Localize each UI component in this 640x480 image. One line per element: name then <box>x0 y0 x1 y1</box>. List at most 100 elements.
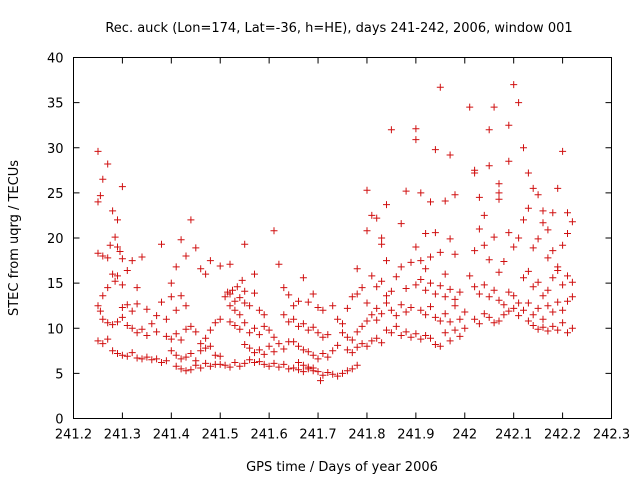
data-point <box>255 358 263 366</box>
data-point <box>505 229 513 237</box>
data-point <box>407 304 415 311</box>
data-point <box>397 332 405 339</box>
data-point <box>158 298 165 306</box>
data-point <box>246 302 254 310</box>
data-point <box>549 209 557 217</box>
data-point <box>549 274 557 282</box>
data-point <box>427 198 434 206</box>
data-point <box>133 354 141 362</box>
data-point <box>104 319 112 327</box>
data-point <box>206 342 214 350</box>
data-point <box>554 184 562 192</box>
data-point <box>94 198 102 206</box>
data-point <box>241 319 249 327</box>
data-point <box>317 377 324 385</box>
plot-frame <box>73 57 612 419</box>
data-point <box>534 191 542 199</box>
data-point <box>241 359 249 367</box>
data-point <box>226 318 234 326</box>
data-point <box>202 359 210 367</box>
data-point <box>529 322 537 329</box>
data-point <box>231 297 239 305</box>
x-tick-label: 241.5 <box>202 428 239 443</box>
data-point <box>427 303 434 311</box>
data-point <box>446 318 454 326</box>
data-point <box>485 293 493 301</box>
data-point <box>466 272 474 280</box>
data-point <box>392 273 400 281</box>
data-point <box>363 299 371 307</box>
x-tick-label: 241.9 <box>397 428 434 443</box>
data-point <box>241 287 249 295</box>
data-point <box>466 103 474 111</box>
data-point <box>515 99 523 107</box>
data-point <box>211 351 219 359</box>
data-point <box>167 279 175 287</box>
data-point <box>172 263 180 271</box>
data-point <box>265 342 273 350</box>
data-point <box>123 301 131 309</box>
data-point <box>554 298 562 306</box>
data-point <box>427 279 434 287</box>
data-point <box>539 315 547 323</box>
data-point <box>363 342 371 350</box>
data-point <box>529 184 537 192</box>
data-point <box>515 234 523 242</box>
data-point <box>475 290 483 298</box>
data-point <box>339 329 346 337</box>
data-point <box>353 290 361 298</box>
data-point <box>564 272 571 280</box>
data-point <box>510 304 518 312</box>
data-point <box>554 326 562 334</box>
data-point <box>431 146 439 154</box>
data-point <box>456 315 464 323</box>
data-point <box>378 339 386 347</box>
data-point <box>495 195 503 203</box>
data-point <box>172 362 180 370</box>
data-point <box>441 197 449 205</box>
data-point <box>378 234 386 242</box>
data-point <box>544 302 552 310</box>
data-point <box>285 318 293 326</box>
data-point <box>436 317 444 325</box>
data-point <box>158 240 165 248</box>
data-point <box>559 306 567 314</box>
data-point <box>229 286 236 294</box>
data-point <box>114 272 121 280</box>
data-point <box>353 343 361 351</box>
data-point <box>412 136 420 144</box>
data-point <box>475 193 483 201</box>
data-point <box>446 337 454 345</box>
data-point <box>451 295 459 303</box>
y-tick-label: 30 <box>47 142 64 157</box>
data-point <box>314 329 322 337</box>
data-point <box>334 372 342 380</box>
data-point <box>251 349 258 357</box>
data-point <box>480 310 488 318</box>
data-point <box>500 311 508 319</box>
data-point <box>246 344 254 352</box>
data-point <box>568 278 576 286</box>
data-point <box>495 296 503 304</box>
y-tick-label: 20 <box>47 232 64 247</box>
data-point <box>524 169 532 177</box>
data-point <box>392 322 400 330</box>
data-point <box>236 362 244 370</box>
x-tick-label: 241.8 <box>348 428 385 443</box>
data-point <box>387 287 395 295</box>
data-point <box>485 256 493 264</box>
data-point <box>392 312 400 320</box>
data-point <box>456 288 464 296</box>
data-point <box>148 320 156 328</box>
data-point <box>118 281 126 289</box>
data-point <box>109 347 117 355</box>
data-point <box>495 180 503 188</box>
data-point <box>216 315 224 323</box>
data-point <box>128 349 136 357</box>
data-point <box>539 292 547 300</box>
data-point <box>339 320 346 328</box>
data-point <box>96 307 104 315</box>
data-point <box>128 257 136 265</box>
data-point <box>436 248 444 256</box>
data-point <box>290 364 298 372</box>
